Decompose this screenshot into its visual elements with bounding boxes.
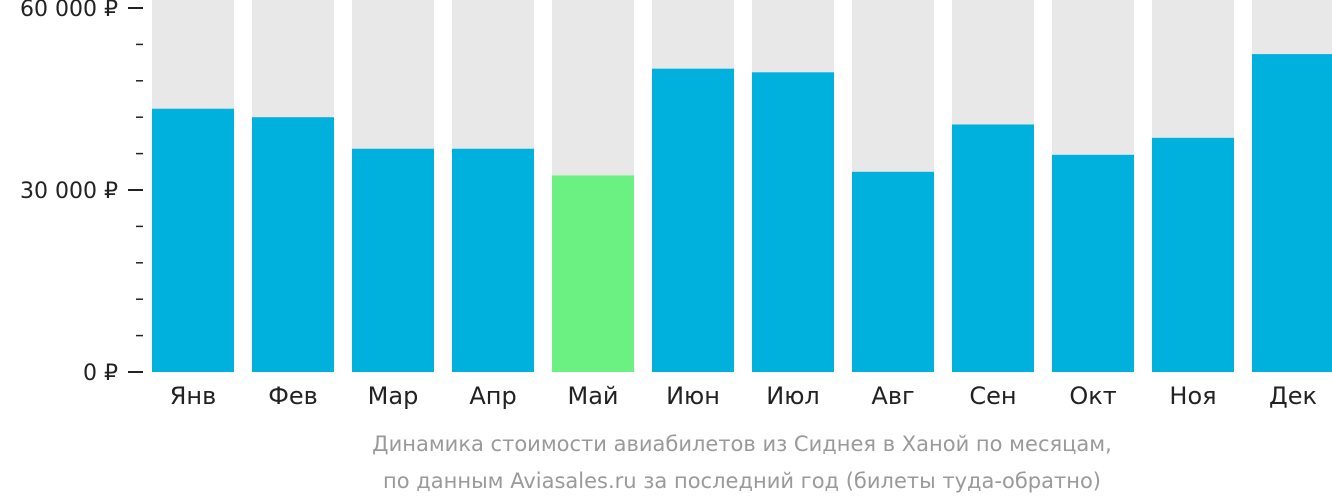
x-tick-label-10: Ноя [1169, 382, 1216, 410]
bar-9[interactable] [1052, 154, 1134, 372]
bar-5[interactable] [652, 68, 734, 373]
bars [152, 54, 1332, 373]
y-tick-label-2: 60 000 ₽ [20, 0, 118, 22]
bar-6[interactable] [752, 72, 834, 372]
bar-10[interactable] [1152, 137, 1234, 372]
bar-1[interactable] [252, 117, 334, 372]
bar-11[interactable] [1252, 54, 1332, 373]
bar-0[interactable] [152, 108, 234, 372]
bar-3[interactable] [452, 148, 534, 372]
y-tick-label-1: 30 000 ₽ [20, 179, 118, 204]
bar-4[interactable] [552, 175, 634, 372]
x-tick-label-9: Окт [1069, 382, 1116, 410]
bar-8[interactable] [952, 124, 1034, 372]
bar-7[interactable] [852, 171, 934, 372]
x-tick-label-6: Июл [766, 382, 820, 410]
x-tick-label-2: Мар [368, 382, 419, 410]
x-tick-label-5: Июн [666, 382, 720, 410]
x-tick-label-1: Фев [268, 382, 318, 410]
y-axis: 0 ₽ 30 000 ₽ 60 000 ₽ [20, 0, 143, 386]
x-tick-label-8: Сен [969, 382, 1016, 410]
x-tick-label-4: Май [567, 382, 618, 410]
x-tick-label-3: Апр [469, 382, 516, 410]
bar-2[interactable] [352, 148, 434, 372]
chart-caption-line2: по данным Aviasales.ru за последний год … [383, 469, 1101, 493]
x-tick-label-11: Дек [1269, 382, 1317, 410]
y-tick-label-0: 0 ₽ [83, 361, 118, 386]
x-tick-label-7: Авг [871, 382, 914, 410]
x-axis-labels: Янв Фев Мар Апр Май Июн Июл Авг Сен Окт Ноя Дек [170, 382, 1317, 410]
chart-caption-line1: Динамика стоимости авиабилетов из Сиднея… [372, 432, 1112, 456]
x-tick-label-0: Янв [170, 382, 217, 410]
